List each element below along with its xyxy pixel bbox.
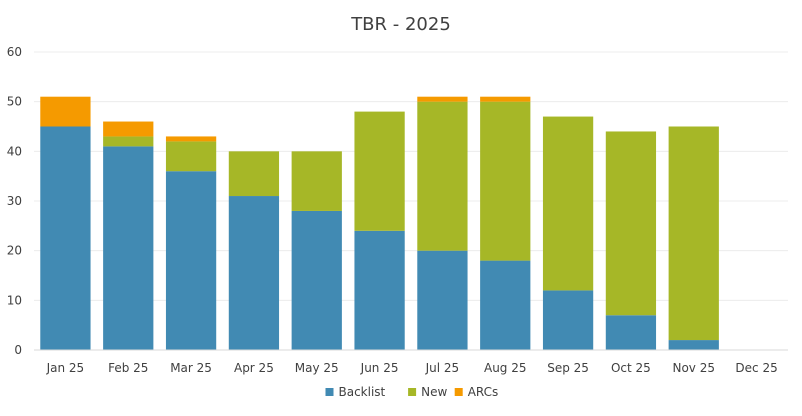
y-tick-label: 20 bbox=[7, 244, 22, 258]
y-tick-label: 40 bbox=[7, 144, 22, 158]
gridlines bbox=[34, 51, 788, 301]
x-tick-label: Aug 25 bbox=[484, 361, 527, 375]
x-tick-label: May 25 bbox=[295, 361, 339, 375]
bar-backlist bbox=[165, 171, 217, 350]
bar-new bbox=[103, 136, 154, 147]
bar-new bbox=[668, 126, 719, 341]
y-tick-label: 50 bbox=[7, 95, 22, 109]
x-tick-label: Jun 25 bbox=[360, 361, 399, 375]
bar-arcs bbox=[103, 121, 154, 137]
legend-swatch bbox=[408, 388, 417, 396]
bar-backlist bbox=[354, 230, 405, 350]
y-axis-ticks: 0 10 20 30 40 50 60 bbox=[7, 45, 22, 357]
bar-backlist bbox=[40, 126, 91, 350]
bar-new bbox=[605, 131, 657, 316]
x-tick-label: Oct 25 bbox=[611, 361, 651, 375]
bar-backlist bbox=[542, 290, 594, 350]
bar-new bbox=[165, 141, 217, 172]
chart-title: TBR - 2025 bbox=[350, 14, 451, 35]
legend-label: New bbox=[421, 385, 447, 399]
legend-label: ARCs bbox=[468, 385, 499, 399]
x-axis-ticks: Jan 25 Feb 25 Mar 25 Apr 25 May 25 Jun 25 Jul … bbox=[46, 361, 778, 375]
y-tick-label: 10 bbox=[7, 293, 22, 307]
bar-new bbox=[291, 151, 342, 211]
bar-new bbox=[354, 111, 405, 231]
bar-backlist bbox=[480, 260, 531, 350]
bar-backlist bbox=[417, 250, 468, 350]
bar-new bbox=[542, 116, 594, 291]
bar-backlist bbox=[668, 340, 719, 350]
legend: Backlist New ARCs bbox=[325, 385, 499, 399]
legend-swatch bbox=[325, 388, 334, 396]
x-tick-label: Jan 25 bbox=[46, 361, 85, 375]
legend-swatch bbox=[454, 388, 463, 396]
x-tick-label: Jul 25 bbox=[425, 361, 460, 375]
bar-backlist bbox=[291, 210, 342, 350]
bar-new bbox=[417, 101, 468, 251]
bar-backlist bbox=[103, 146, 154, 350]
bar-new bbox=[480, 101, 531, 261]
bar-arcs bbox=[40, 96, 91, 127]
y-tick-label: 0 bbox=[14, 343, 22, 357]
bar-backlist bbox=[228, 196, 280, 350]
x-tick-label: Apr 25 bbox=[234, 361, 274, 375]
bars bbox=[40, 96, 719, 350]
x-tick-label: Nov 25 bbox=[672, 361, 715, 375]
x-tick-label: Mar 25 bbox=[170, 361, 212, 375]
x-tick-label: Sep 25 bbox=[547, 361, 589, 375]
bar-backlist bbox=[605, 315, 657, 350]
bar-new bbox=[228, 151, 280, 197]
y-tick-label: 60 bbox=[7, 45, 22, 59]
bar-arcs bbox=[417, 96, 468, 102]
bar-arcs bbox=[480, 96, 531, 102]
y-tick-label: 30 bbox=[7, 194, 22, 208]
x-tick-label: Feb 25 bbox=[108, 361, 148, 375]
legend-label: Backlist bbox=[339, 385, 386, 399]
bar-arcs bbox=[165, 136, 217, 142]
x-tick-label: Dec 25 bbox=[735, 361, 777, 375]
